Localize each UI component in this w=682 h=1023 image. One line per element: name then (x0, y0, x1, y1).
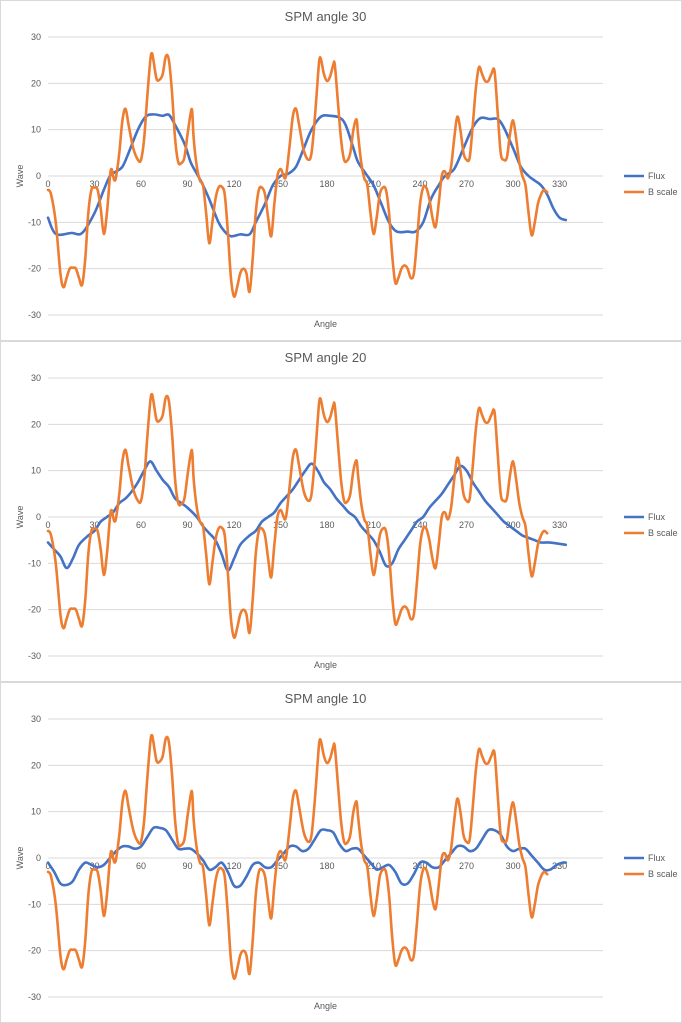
legend-label: B scale (648, 869, 678, 879)
x-tick-label: 60 (136, 179, 146, 189)
x-tick-label: 240 (413, 179, 428, 189)
x-tick-label: 270 (459, 520, 474, 530)
x-tick-label: 90 (183, 179, 193, 189)
chart-title: SPM angle 20 (285, 350, 367, 365)
series-line-flux (46, 825, 568, 889)
y-axis-title: Wave (15, 847, 25, 870)
legend-label: Flux (648, 171, 666, 181)
x-tick-label: 0 (45, 520, 50, 530)
y-tick-label: -30 (28, 310, 41, 320)
legend-label: B scale (648, 187, 678, 197)
chart-border (0, 682, 682, 1023)
y-tick-label: -10 (28, 217, 41, 227)
x-tick-label: 300 (506, 179, 521, 189)
y-tick-label: -20 (28, 605, 41, 615)
x-tick-label: 330 (552, 861, 567, 871)
x-tick-label: 0 (45, 179, 50, 189)
y-tick-label: -20 (28, 264, 41, 274)
y-tick-label: 10 (31, 466, 41, 476)
y-tick-label: -30 (28, 992, 41, 1002)
chart-panel-1: SPM angle 30 30 20 10 0 -10 -20 -30 0 30 60 90 120 15… (0, 0, 682, 341)
y-tick-label: -10 (28, 558, 41, 568)
y-tick-label: 30 (31, 32, 41, 42)
y-tick-label: 0 (36, 512, 41, 522)
chart-border (0, 341, 682, 682)
x-tick-label: 150 (273, 861, 288, 871)
x-tick-label: 240 (413, 520, 428, 530)
y-tick-label: 20 (31, 419, 41, 429)
y-tick-label: -20 (28, 946, 41, 956)
y-axis-title: Wave (15, 506, 25, 529)
y-tick-label: 20 (31, 78, 41, 88)
y-tick-label: 30 (31, 714, 41, 724)
legend-label: Flux (648, 853, 666, 863)
y-tick-label: 0 (36, 853, 41, 863)
y-tick-label: -10 (28, 899, 41, 909)
x-tick-label: 330 (552, 520, 567, 530)
series-line-b-scale (46, 392, 549, 639)
series-line-flux (46, 460, 568, 572)
x-tick-label: 300 (506, 861, 521, 871)
x-tick-label: 180 (320, 861, 335, 871)
x-tick-label: 210 (366, 520, 381, 530)
x-tick-label: 150 (273, 179, 288, 189)
x-tick-label: 60 (136, 861, 146, 871)
chart-title: SPM angle 10 (285, 691, 367, 706)
series-line-b-scale (46, 733, 549, 980)
y-tick-label: 10 (31, 807, 41, 817)
legend-label: Flux (648, 512, 666, 522)
y-tick-label: 20 (31, 760, 41, 770)
x-tick-label: 240 (413, 861, 428, 871)
y-tick-label: 30 (31, 373, 41, 383)
y-tick-label: -30 (28, 651, 41, 661)
y-tick-label: 0 (36, 171, 41, 181)
x-tick-label: 30 (90, 179, 100, 189)
x-tick-label: 120 (227, 179, 242, 189)
x-tick-label: 270 (459, 179, 474, 189)
x-tick-label: 270 (459, 861, 474, 871)
chart-border (0, 0, 682, 341)
legend-label: B scale (648, 528, 678, 538)
series-line-b-scale (46, 51, 549, 298)
chart-panel-2: SPM angle 20 30 20 10 0 -10 -20 -30 0 30 60 90 120 15… (0, 341, 682, 682)
x-tick-label: 30 (90, 520, 100, 530)
y-tick-label: 10 (31, 125, 41, 135)
x-tick-label: 0 (45, 861, 50, 871)
chart-title: SPM angle 30 (285, 9, 367, 24)
x-tick-label: 120 (227, 861, 242, 871)
x-tick-label: 60 (136, 520, 146, 530)
x-tick-label: 330 (552, 179, 567, 189)
x-axis-title: Angle (314, 660, 337, 670)
x-axis-title: Angle (314, 1001, 337, 1011)
x-tick-label: 150 (273, 520, 288, 530)
x-tick-label: 90 (183, 520, 193, 530)
y-axis-title: Wave (15, 165, 25, 188)
x-tick-label: 300 (506, 520, 521, 530)
x-tick-label: 90 (183, 861, 193, 871)
x-tick-label: 180 (320, 179, 335, 189)
x-axis-title: Angle (314, 319, 337, 329)
x-tick-label: 180 (320, 520, 335, 530)
x-tick-label: 120 (227, 520, 242, 530)
